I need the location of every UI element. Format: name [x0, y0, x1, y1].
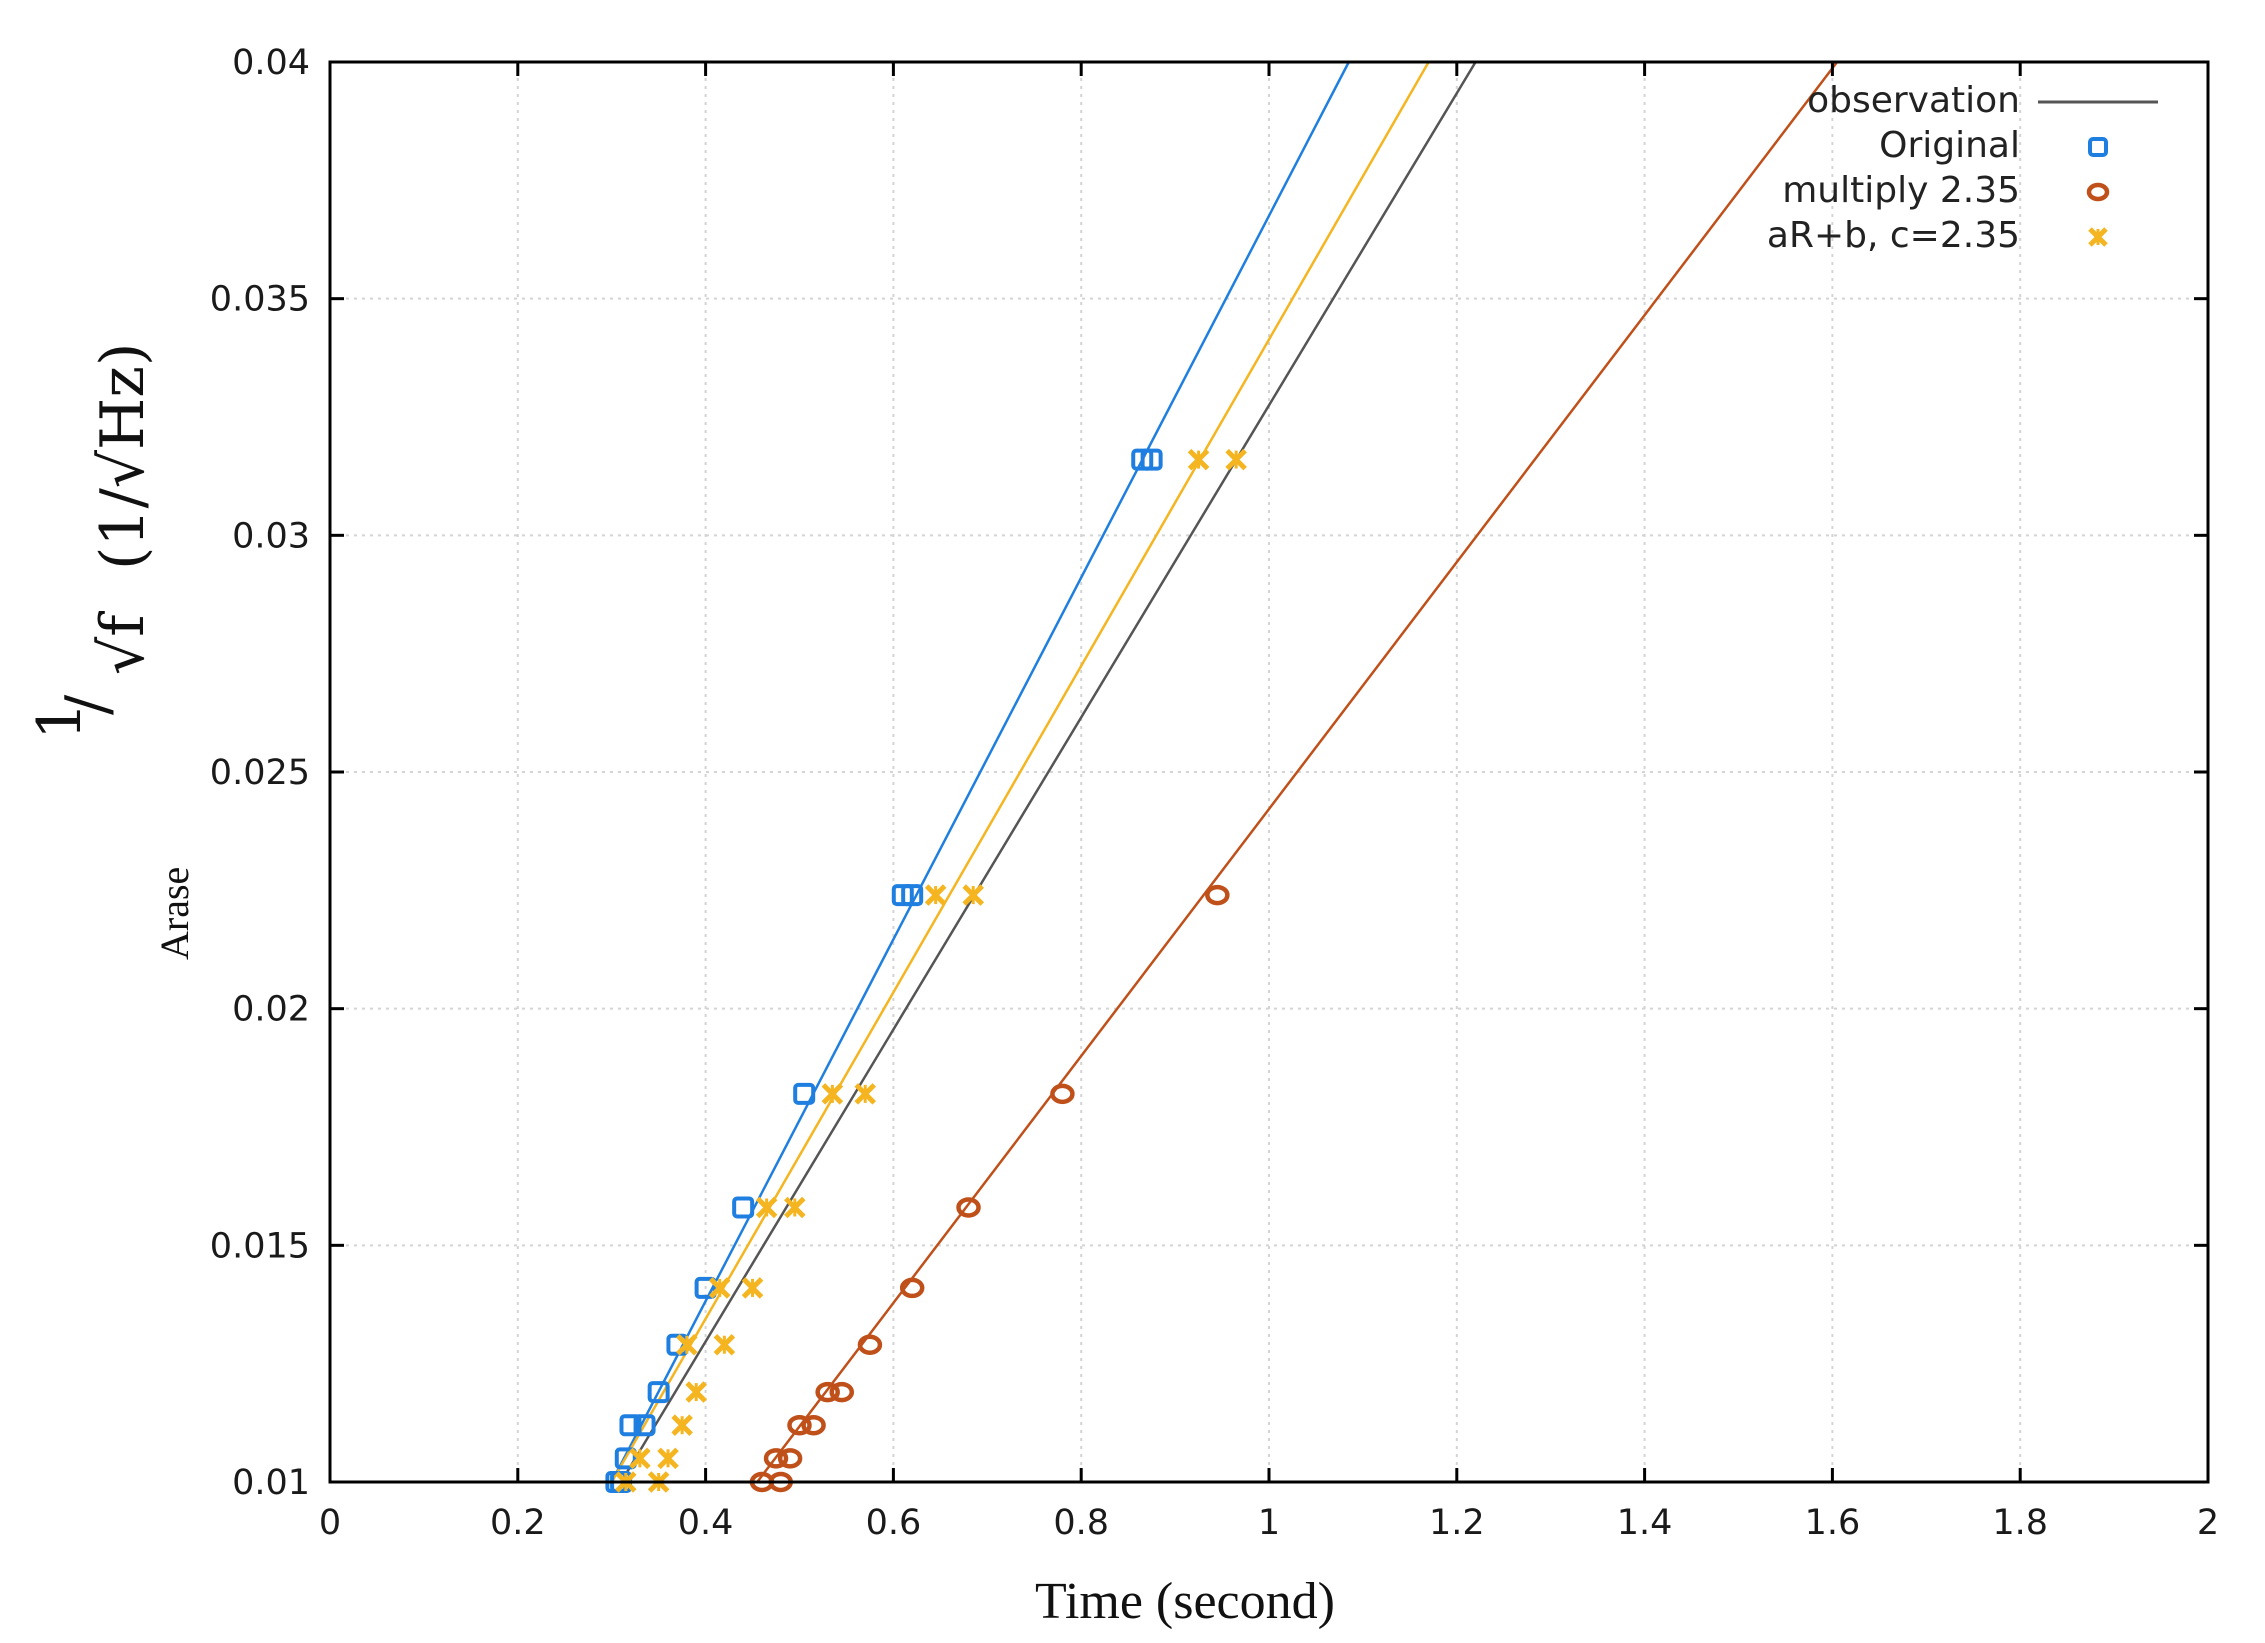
legend-label-ar-b-c-2-35: aR+b, c=2.35 [1767, 215, 2020, 256]
ar-b-c-2-35-point [784, 1196, 806, 1219]
x-tick-label: 0.6 [866, 1503, 922, 1543]
original-point [694, 1276, 717, 1299]
ar-b-c-2-35-point [962, 884, 984, 906]
data-markers-layer [605, 448, 1247, 1493]
original-point [793, 1082, 816, 1105]
y-tick-label: 0.02 [232, 990, 310, 1030]
original-point [1140, 448, 1163, 471]
grid-layer [330, 62, 2208, 1482]
x-tick-label: 0.4 [678, 1503, 734, 1543]
legend-label-original: Original [1879, 125, 2020, 166]
multiply-2-35-point [777, 1448, 803, 1469]
tick-layer: 0 0.2 0.4 0.6 0.8 1 1.2 1.4 1.6 1.8 2 0.01 0.015 0.02… [210, 43, 2219, 1543]
x-tick-label: 2 [2197, 1503, 2219, 1543]
x-tick-label: 0 [319, 1503, 341, 1543]
fit-lines-layer [610, 61, 1839, 1483]
multiply-2-35-point [956, 1197, 981, 1218]
multiply-2-35-point [857, 1334, 883, 1355]
ar-b-c-2-35-point [755, 1196, 778, 1219]
ar-b-c-2-35-point [1187, 448, 1210, 471]
original-point [901, 884, 924, 907]
ar-b-c-2-35-point [854, 1083, 876, 1105]
multiply-2-35-point [899, 1277, 925, 1299]
y-label-subscript: Arase [152, 867, 197, 960]
ar-b-c-2-35-point [741, 1277, 764, 1299]
legend-swatch-original [2088, 137, 2108, 157]
original-point [647, 1381, 670, 1404]
ar-b-c-2-35-point [713, 1333, 736, 1356]
x-tick-label: 1.8 [1992, 1503, 2048, 1543]
y-label-denominator: √f [88, 611, 158, 675]
x-axis-label: Time (second) [1035, 1573, 1335, 1630]
x-tick-label: 1.6 [1805, 1503, 1861, 1543]
multiply-2-35-point [787, 1414, 812, 1436]
ar-b-c-2-35-line [610, 61, 1430, 1483]
y-tick-label: 0.025 [210, 753, 310, 793]
ar-b-c-2-35-point [629, 1447, 651, 1470]
observation-line [620, 61, 1477, 1483]
ar-b-c-2-35-point [657, 1447, 679, 1470]
multiply-2-35-point [801, 1414, 826, 1436]
original-point [633, 1414, 656, 1437]
multiply-2-35-point [815, 1381, 840, 1403]
multiply-2-35-line [756, 61, 1839, 1483]
x-tick-label: 0.2 [490, 1503, 546, 1543]
multiply-2-35-point [763, 1448, 789, 1469]
ar-b-c-2-35-point [676, 1333, 698, 1356]
original-point [619, 1414, 642, 1437]
y-tick-label: 0.01 [232, 1463, 310, 1503]
y-tick-label: 0.04 [232, 43, 310, 83]
x-tick-label: 0.8 [1053, 1503, 1109, 1543]
ar-b-c-2-35-point [1225, 448, 1247, 471]
multiply-2-35-point [1205, 884, 1230, 906]
legend-swatch-ar-b-c-2-35 [2088, 227, 2108, 247]
x-tick-label: 1 [1258, 1503, 1280, 1543]
ar-b-c-2-35-point [671, 1414, 693, 1436]
ar-b-c-2-35-point [685, 1381, 707, 1403]
multiply-2-35-point [829, 1381, 855, 1403]
y-tick-label: 0.03 [232, 516, 310, 556]
y-label-unit: (1/√Hz) [88, 343, 158, 570]
y-tick-label: 0.015 [210, 1226, 310, 1266]
y-label-slash: / [53, 694, 123, 715]
ar-b-c-2-35-point [821, 1083, 844, 1105]
legend-swatch-multiply-2-35 [2086, 182, 2110, 202]
legend-label-observation: observation [1807, 80, 2020, 121]
y-label-numerator: 1 [25, 702, 95, 740]
original-point [614, 1447, 637, 1470]
y-tick-label: 0.035 [210, 280, 310, 320]
ar-b-c-2-35-point [708, 1277, 731, 1299]
ar-b-c-2-35-point [924, 884, 947, 906]
original-point [732, 1196, 755, 1219]
y-axis-label: 1 / √f (1/√Hz) Arase [25, 343, 197, 960]
original-line [610, 61, 1350, 1483]
multiply-2-35-point [1050, 1083, 1075, 1105]
x-tick-label: 1.2 [1429, 1503, 1485, 1543]
x-tick-label: 1.4 [1617, 1503, 1673, 1543]
legend-label-multiply-2-35: multiply 2.35 [1782, 170, 2020, 211]
